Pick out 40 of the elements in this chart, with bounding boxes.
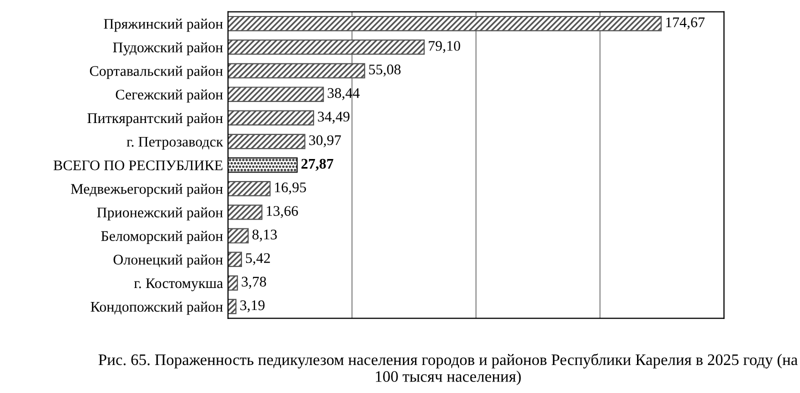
data-label: 13,66 [266,206,298,218]
data-label: 27,87 [301,158,334,171]
y-tick-label: Пряжинский район [104,18,223,32]
bar [228,40,425,55]
data-label: 8,13 [252,230,277,242]
y-tick-label: Прионежский район [97,207,223,220]
data-label: 79,10 [428,40,460,53]
y-tick-label: ВСЕГО ПО РЕСПУБЛИКЕ [54,160,222,170]
bar [228,157,298,173]
bar [228,63,366,78]
bar [228,298,236,314]
bar [228,181,271,196]
bar [228,16,662,32]
y-tick-label: Олонецкий район [114,254,223,268]
data-label: 174,67 [666,17,705,30]
data-label: 5,42 [246,253,270,266]
bar [228,275,238,291]
data-label: 16,95 [275,182,306,194]
y-tick-label: Питкярантский район [87,112,223,126]
bar [228,134,306,150]
data-label: 55,08 [369,64,401,76]
bar [228,86,324,102]
bar [228,204,262,220]
y-tick-label: Медвежьегорский район [70,184,223,197]
y-tick-label: г. Петрозаводск [126,136,224,150]
data-label: 3,19 [240,300,265,312]
bar [228,110,314,126]
y-tick-label: Сегежский район [116,89,223,102]
bar [228,228,249,244]
data-label: 30,97 [309,135,341,148]
y-tick-label: Пудожский район [113,42,223,56]
data-label: 34,49 [318,112,350,124]
y-tick-label: г. Костомукша [134,278,223,292]
y-tick-label: Кондопожский район [90,302,223,315]
data-label: 38,44 [328,88,360,100]
text: Рис. 65. Пораженность педикулезом населения городов и районов Республики Карелия в 2025 году (на 100 тысяч населения) [98,354,798,386]
y-tick-label: Сортавальский район [90,66,223,79]
y-tick-label: Беломорский район [101,230,223,244]
data-label: 3,78 [242,276,266,289]
bar [228,252,242,268]
